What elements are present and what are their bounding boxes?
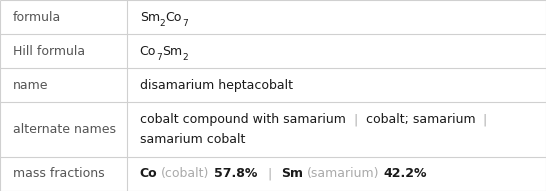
Text: 7: 7 [182, 19, 187, 28]
Text: (cobalt): (cobalt) [161, 168, 210, 180]
Text: Sm: Sm [140, 11, 160, 23]
Text: formula: formula [13, 11, 61, 23]
Text: name: name [13, 79, 49, 92]
Text: 2: 2 [160, 19, 165, 28]
Text: Co: Co [165, 11, 182, 23]
Text: mass fractions: mass fractions [13, 168, 105, 180]
Text: (samarium): (samarium) [307, 168, 380, 180]
Text: 42.2%: 42.2% [384, 168, 428, 180]
Text: Co: Co [140, 168, 157, 180]
Text: Co: Co [140, 45, 156, 58]
Text: Sm: Sm [162, 45, 182, 58]
Text: disamarium heptacobalt: disamarium heptacobalt [140, 79, 293, 92]
Text: cobalt; samarium: cobalt; samarium [366, 113, 476, 126]
Text: |: | [476, 113, 488, 126]
Text: 2: 2 [182, 53, 187, 62]
Text: Sm: Sm [281, 168, 303, 180]
Text: |: | [346, 113, 366, 126]
Text: cobalt compound with samarium: cobalt compound with samarium [140, 113, 346, 126]
Text: |: | [267, 168, 271, 180]
Text: Hill formula: Hill formula [13, 45, 85, 58]
Text: alternate names: alternate names [13, 123, 116, 136]
Text: 7: 7 [156, 53, 162, 62]
Text: samarium cobalt: samarium cobalt [140, 133, 245, 146]
Text: 57.8%: 57.8% [213, 168, 257, 180]
